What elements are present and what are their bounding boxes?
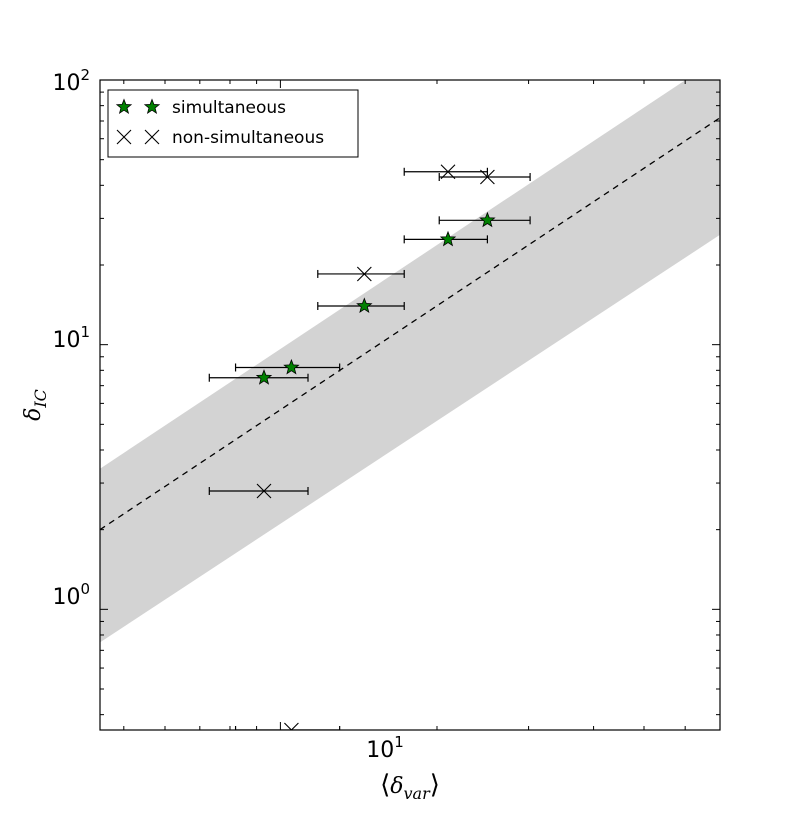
x-tick-label-10: 101 [366,733,404,763]
non-simultaneous-point-4 [480,169,495,185]
tick-labels: 101 100 101 102 [52,66,403,763]
legend-label-simultaneous: simultaneous [172,98,286,118]
legend-star-marker-2 [143,98,161,114]
uncertainty-band [100,80,720,643]
series-simultaneous [208,211,531,385]
y-tick-label-1: 100 [52,580,90,610]
series-non-simultaneous [208,164,531,730]
y-tick-label-10: 101 [52,323,90,353]
plot-frame [99,79,721,731]
axis-ticks [100,79,721,730]
plot-area [100,80,720,730]
legend-label-non-simultaneous: non-simultaneous [172,128,324,148]
simultaneous-point-4 [479,211,496,228]
x-axis-label: ⟨δvar⟩ [380,770,440,803]
non-simultaneous-point-2 [356,266,372,282]
y-axis-label: δIC [21,389,50,421]
simultaneous-point-3 [439,230,457,247]
legend-box [107,89,359,158]
legend-x-marker-1 [116,129,132,145]
non-simultaneous-point-1 [284,722,299,730]
legend: simultaneous non-simultaneous [107,89,359,158]
legend-markers [115,98,161,145]
simultaneous-point-2 [356,297,373,313]
y-tick-label-100: 102 [52,66,90,96]
legend-x-marker-2 [144,129,160,145]
legend-star-marker-1 [115,98,133,114]
simultaneous-point-1 [283,358,300,375]
fit-line [100,117,720,531]
non-simultaneous-point-0 [256,483,272,499]
simultaneous-point-0 [255,369,273,385]
